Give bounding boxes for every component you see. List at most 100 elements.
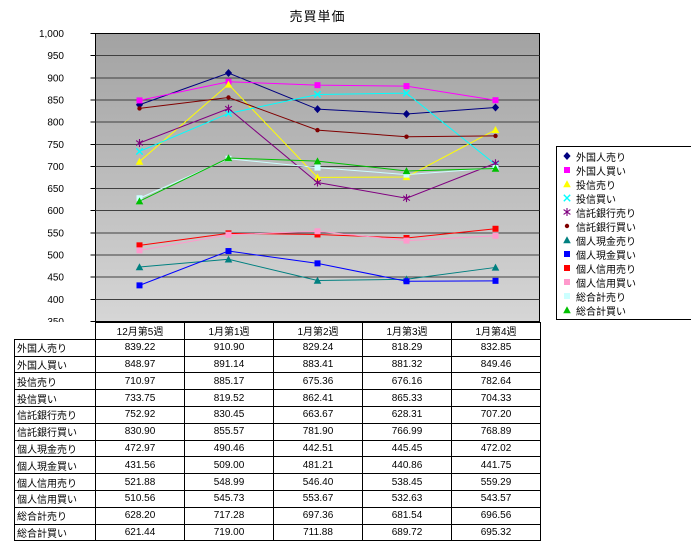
series-marker: [135, 263, 144, 271]
row-header: 信託銀行買い: [14, 422, 96, 441]
row-header: 個人信用買い: [14, 489, 96, 508]
row-header: 総合計買い: [14, 523, 96, 542]
table-row: 信託銀行買い 830.90 855.57 781.90 766.99 768.89: [14, 422, 541, 441]
table-row: 総合計売り 628.20 717.28 697.36 681.54 696.56: [14, 506, 541, 525]
table-cell: 819.52: [184, 389, 274, 407]
table-row: 個人現金売り 472.97 490.46 442.51 445.45 472.02: [14, 439, 541, 458]
table-cell: 431.56: [95, 456, 185, 475]
table-cell: 910.90: [184, 338, 274, 357]
y-axis-label: 850: [47, 95, 64, 106]
series-marker: [137, 106, 142, 111]
table-cell: 883.41: [273, 355, 363, 374]
table-row: 信託銀行売り 752.92 830.45 663.67 628.31 707.20: [14, 405, 541, 424]
legend-item: 個人信用売り: [560, 261, 691, 276]
legend-marker-icon: [563, 236, 571, 244]
table-cell: 538.45: [362, 473, 452, 491]
series-marker: [313, 276, 322, 284]
chart-title: 売買単価: [289, 9, 346, 24]
table-cell: 865.33: [362, 389, 452, 407]
series-marker: [135, 138, 144, 147]
table-cell: 832.85: [451, 338, 541, 357]
series-marker: [564, 293, 570, 299]
y-axis-label: 550: [47, 228, 64, 239]
series-marker: [136, 242, 143, 249]
series-marker: [563, 152, 571, 160]
series-marker: [224, 80, 233, 88]
legend-label: 個人現金売り: [576, 236, 636, 248]
y-axis-label: 800: [47, 118, 64, 129]
series-marker: [403, 278, 410, 285]
legend-label: 信託銀行売り: [576, 208, 636, 220]
table-row: 個人現金買い 431.56 509.00 481.21 440.86 441.75: [14, 456, 541, 475]
table-cell: 545.73: [184, 489, 274, 508]
table-cell: 885.17: [184, 372, 274, 391]
table-cell: 733.75: [95, 389, 185, 407]
data-table: 12月第5週 1月第1週 1月第2週 1月第3週 1月第4週 外国人売り 839.22 910…: [14, 322, 541, 542]
chart-plot: 3504004505005506006507007508008509009501…: [39, 29, 540, 328]
series-marker: [403, 83, 410, 90]
series-marker: [135, 197, 144, 205]
row-header: 外国人買い: [14, 355, 96, 374]
series-marker: [136, 282, 143, 289]
table-cell: 472.02: [451, 439, 541, 458]
legend-label: 総合計買い: [576, 306, 626, 318]
table-cell: 521.88: [95, 473, 185, 491]
legend-item: 投信売り: [560, 177, 691, 192]
series-marker: [491, 164, 500, 172]
series-marker: [135, 157, 144, 165]
legend-item: 信託銀行売り: [560, 205, 691, 220]
series-marker: [313, 105, 322, 114]
table-cell: 848.97: [95, 355, 185, 374]
series-marker: [314, 228, 321, 235]
y-axis-label: 900: [47, 73, 64, 84]
legend-marker-icon: [564, 223, 570, 229]
legend-label: 信託銀行買い: [576, 222, 636, 234]
table-cell: 711.88: [273, 523, 363, 542]
legend-label: 個人信用買い: [576, 278, 636, 290]
column-header: 12月第5週: [95, 322, 185, 340]
table-cell: 881.32: [362, 355, 452, 374]
table-row: 個人信用買い 510.56 545.73 553.67 532.63 543.57: [14, 489, 541, 508]
table-cell: 553.67: [273, 489, 363, 508]
legend-marker-icon: [563, 194, 571, 202]
table-cell: 546.40: [273, 473, 363, 491]
legend-marker-icon: [564, 293, 570, 299]
series-marker: [135, 147, 144, 156]
table-cell: 830.90: [95, 422, 185, 441]
table-row: 外国人売り 839.22 910.90 829.24 818.29 832.85: [14, 338, 541, 357]
legend-marker-icon: [564, 167, 570, 173]
row-header: 外国人売り: [14, 338, 96, 357]
series-marker: [224, 255, 233, 263]
series-marker: [315, 127, 320, 133]
series-marker: [563, 180, 571, 188]
legend-item: 総合計売り: [560, 289, 691, 304]
series-marker: [493, 133, 498, 139]
table-cell: 472.97: [95, 439, 185, 458]
series-marker: [563, 236, 571, 244]
series-marker: [224, 109, 233, 118]
series-marker: [564, 279, 570, 285]
series-marker: [313, 178, 322, 187]
row-header: 信託銀行売り: [14, 405, 96, 424]
series-marker: [314, 82, 321, 89]
legend-label: 外国人買い: [576, 166, 626, 178]
table-cell: 675.36: [273, 372, 363, 391]
series-marker: [404, 134, 409, 139]
legend-marker-icon: [564, 279, 570, 285]
table-cell: 440.86: [362, 456, 452, 475]
table-cell: 681.54: [362, 506, 452, 525]
table-cell: 509.00: [184, 456, 274, 475]
table-cell: 621.44: [95, 523, 185, 542]
row-header: 総合計売り: [14, 506, 96, 525]
table-cell: 695.32: [451, 523, 541, 542]
legend-item: 信託銀行買い: [560, 219, 691, 234]
table-cell: 719.00: [184, 523, 274, 542]
table-cell: 752.92: [95, 405, 185, 424]
series-marker: [225, 231, 232, 238]
legend-label: 投信売り: [576, 180, 616, 192]
table-cell: 481.21: [273, 456, 363, 475]
legend-item: 投信買い: [560, 191, 691, 206]
legend-label: 個人信用売り: [576, 264, 636, 276]
series-marker: [563, 306, 571, 314]
series-marker: [314, 231, 321, 238]
